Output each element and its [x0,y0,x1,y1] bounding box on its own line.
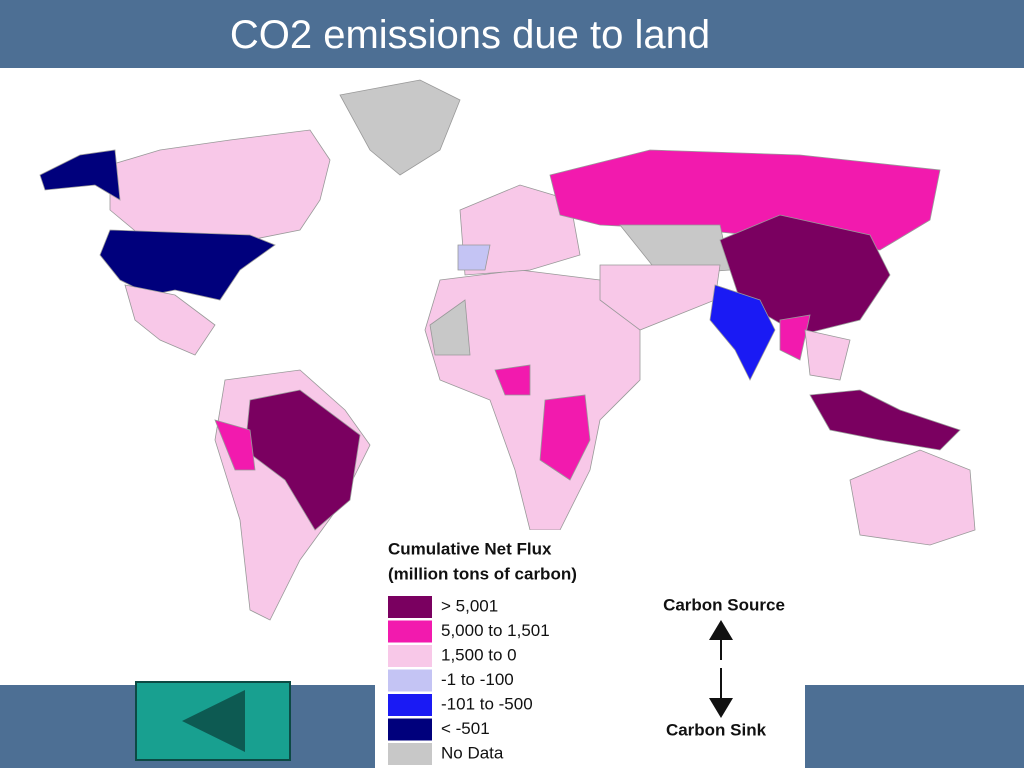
legend: Cumulative Net Flux (million tons of car… [388,539,577,765]
iberia [457,244,491,271]
nigeria [494,364,531,396]
legend-label: -101 to -500 [441,694,533,713]
alaska [39,149,121,201]
legend-box [375,530,805,768]
legend-swatch [388,645,432,667]
legend-label: No Data [441,743,504,762]
carbon-sink-label: Carbon Sink [666,720,767,739]
legend-subtitle: (million tons of carbon) [388,564,577,583]
legend-swatch [388,718,432,741]
western-sahara [429,299,471,356]
australia [849,449,976,546]
middle-east [599,264,721,331]
legend-swatch [388,596,432,618]
slide-title: CO2 emissions due to land [230,13,710,57]
peru [214,419,256,471]
indochina [804,329,851,381]
legend-label: > 5,001 [441,596,498,615]
legend-swatch [388,620,432,643]
legend-label: < -501 [441,719,490,738]
greenland [339,79,461,176]
legend-swatch [388,743,432,765]
congo [539,394,591,481]
world-map [39,79,976,621]
legend-label: 5,000 to 1,501 [441,621,550,640]
legend-swatch [388,694,432,716]
back-button[interactable] [135,681,291,761]
carbon-source-label: Carbon Source [663,595,785,614]
button-arrow[interactable] [182,690,245,752]
central-america [124,284,216,356]
canada [109,129,331,241]
myanmar [779,314,811,361]
india [709,284,776,381]
europe [459,184,581,276]
legend-label: -1 to -100 [441,670,514,689]
legend-label: 1,500 to 0 [441,645,517,664]
title-bar [0,0,1024,68]
indonesia [809,389,961,451]
legend-title: Cumulative Net Flux [388,539,552,558]
legend-swatch [388,669,432,692]
